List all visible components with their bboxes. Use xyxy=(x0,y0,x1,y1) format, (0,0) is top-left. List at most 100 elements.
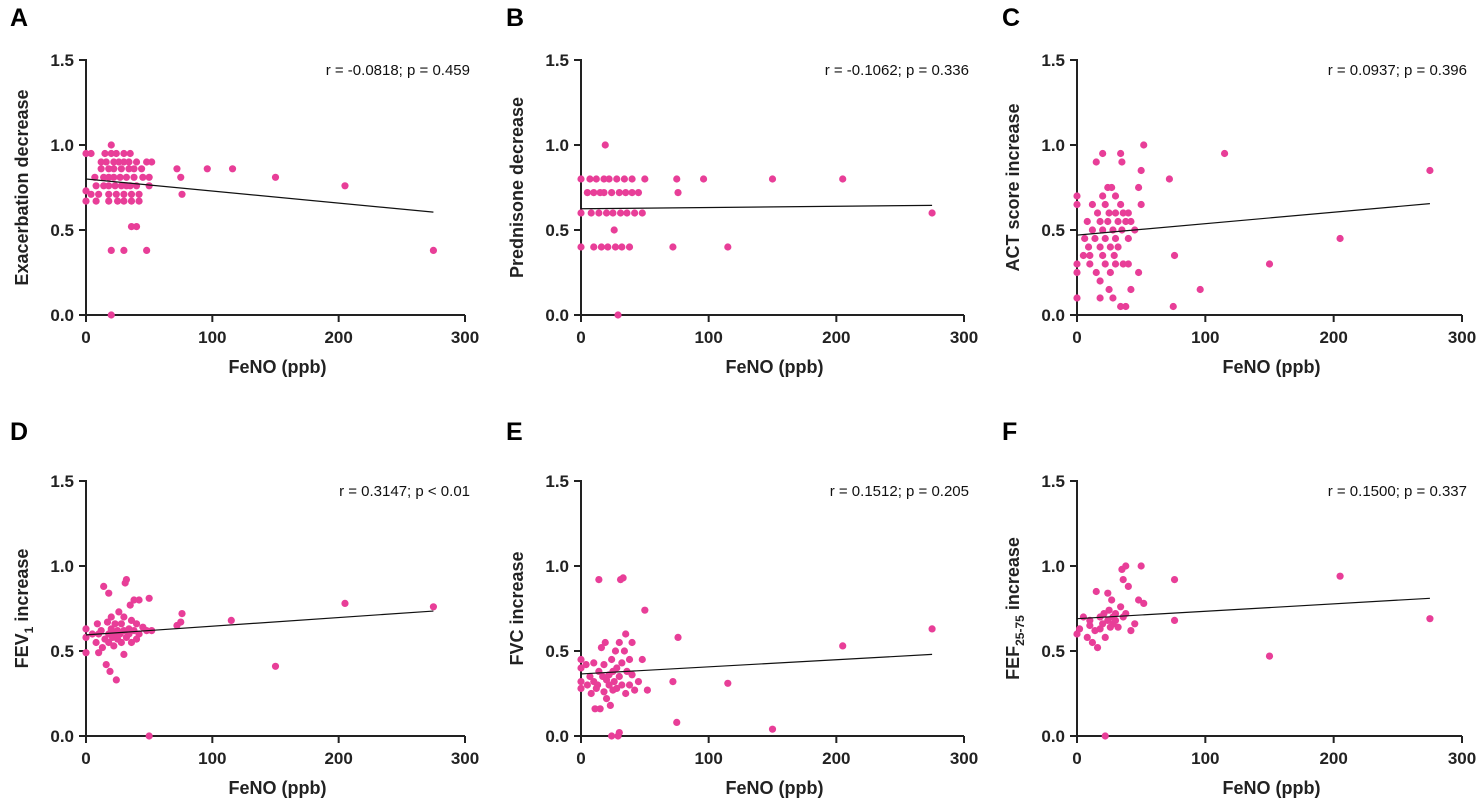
data-point xyxy=(1111,192,1120,200)
data-point xyxy=(1104,589,1112,597)
data-point xyxy=(125,165,133,173)
data-point xyxy=(126,149,134,158)
data-point xyxy=(1124,260,1132,268)
data-point xyxy=(616,209,625,217)
data-point xyxy=(102,661,110,669)
data-point xyxy=(634,678,643,686)
x-tick-label: 200 xyxy=(1319,328,1347,347)
data-point xyxy=(1135,268,1143,277)
data-point xyxy=(107,246,115,254)
data-point xyxy=(203,165,211,173)
data-point xyxy=(145,182,153,190)
y-tick-label: 1.5 xyxy=(1041,51,1065,70)
data-point xyxy=(1084,243,1093,251)
data-point xyxy=(1096,217,1104,226)
y-tick-label: 1.0 xyxy=(545,136,569,155)
correlation-annotation: r = -0.1062; p = 0.336 xyxy=(825,62,969,79)
data-point xyxy=(638,209,646,217)
data-point xyxy=(928,209,936,217)
data-point xyxy=(1106,268,1114,277)
regression-line xyxy=(1076,203,1430,236)
data-point xyxy=(135,596,143,604)
panel-letter: B xyxy=(506,4,524,32)
data-point xyxy=(1122,217,1130,226)
data-point xyxy=(669,243,677,251)
data-point xyxy=(130,173,138,181)
data-point xyxy=(1075,625,1084,633)
data-point xyxy=(602,695,611,703)
data-point xyxy=(1111,610,1120,618)
data-point xyxy=(1135,183,1143,192)
data-point xyxy=(1426,615,1434,623)
data-point xyxy=(178,610,186,618)
data-point xyxy=(1086,251,1094,260)
data-point xyxy=(1117,302,1125,311)
x-tick-label: 100 xyxy=(198,328,226,347)
data-point xyxy=(1100,610,1108,618)
data-point xyxy=(586,175,594,183)
data-point xyxy=(1196,285,1204,294)
data-point xyxy=(1117,603,1125,611)
data-point xyxy=(132,158,141,166)
data-point xyxy=(1108,596,1116,604)
x-tick-label: 200 xyxy=(822,328,850,347)
data-point xyxy=(127,616,136,625)
correlation-annotation: r = 0.0937; p = 0.396 xyxy=(1328,62,1467,79)
y-tick-label: 1.0 xyxy=(1041,557,1065,576)
x-tick-label: 0 xyxy=(576,328,585,347)
data-point xyxy=(106,667,114,676)
data-point xyxy=(143,158,151,166)
data-point xyxy=(1099,149,1107,158)
data-point xyxy=(1083,633,1091,642)
x-axis-title: FeNO (ppb) xyxy=(726,778,824,798)
data-point xyxy=(608,655,616,664)
data-point xyxy=(117,620,125,628)
y-tick-label: 0.5 xyxy=(50,642,74,661)
data-point xyxy=(1265,652,1274,660)
data-point xyxy=(577,684,585,693)
panel-f: F 0.0 0.5 1.0 1.5 0 100 200 300 FeNO (ppb) FEF25-7… xyxy=(1002,418,1476,798)
data-point xyxy=(148,158,156,166)
data-point xyxy=(609,209,617,217)
data-point xyxy=(111,620,119,628)
x-tick-label: 0 xyxy=(1072,749,1081,768)
data-point xyxy=(145,173,153,181)
data-point xyxy=(577,655,585,664)
data-point xyxy=(110,173,118,181)
data-point xyxy=(1101,234,1109,243)
data-point xyxy=(928,625,936,633)
data-point xyxy=(120,246,128,254)
data-point xyxy=(120,650,128,659)
data-point xyxy=(641,175,649,183)
data-point xyxy=(615,189,623,197)
data-point xyxy=(1119,576,1127,584)
y-axis-title: Exacerbation decrease xyxy=(12,89,32,285)
x-tick-label: 100 xyxy=(694,328,722,347)
y-tick-label: 1.5 xyxy=(1041,472,1065,491)
data-point xyxy=(115,158,123,166)
x-tick-label: 0 xyxy=(81,749,90,768)
y-tick-label: 1.0 xyxy=(1041,136,1065,155)
data-point xyxy=(1169,302,1177,311)
y-tick-label: 1.5 xyxy=(50,472,74,491)
data-point xyxy=(1079,613,1088,621)
data-point xyxy=(1114,243,1122,251)
data-point xyxy=(127,197,136,205)
x-tick-label: 0 xyxy=(1072,328,1081,347)
data-point xyxy=(1105,606,1113,614)
data-point xyxy=(615,729,623,737)
x-tick-label: 0 xyxy=(576,749,585,768)
data-point xyxy=(613,684,621,693)
data-point xyxy=(1086,621,1094,630)
x-axis-title: FeNO (ppb) xyxy=(726,357,824,377)
data-point xyxy=(1073,192,1081,200)
data-point xyxy=(112,190,120,198)
data-point xyxy=(1118,226,1126,234)
data-point xyxy=(1110,251,1118,260)
data-point xyxy=(97,158,105,166)
x-tick-label: 100 xyxy=(694,749,722,768)
y-axis-title: FVC increase xyxy=(507,551,527,665)
data-point xyxy=(620,647,629,655)
data-point xyxy=(105,190,113,198)
